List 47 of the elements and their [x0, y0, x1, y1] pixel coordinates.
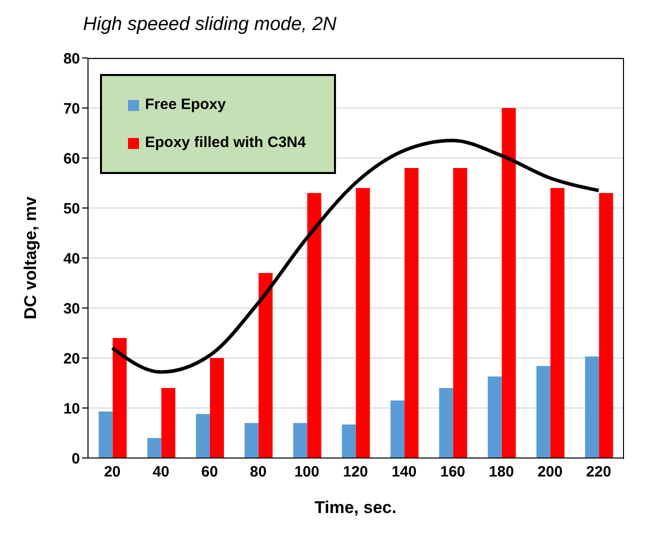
x-tick-label: 200 [538, 464, 563, 481]
x-tick-label: 160 [440, 464, 466, 481]
x-tick-label: 180 [488, 464, 514, 481]
y-tick-label: 20 [63, 350, 80, 368]
bar [112, 338, 127, 458]
y-tick-label: 30 [63, 300, 80, 318]
bar [196, 414, 210, 458]
y-tick-label: 0 [72, 450, 80, 468]
x-tick-label: 140 [392, 464, 417, 481]
chart-title: High speeed sliding mode, 2N [83, 14, 336, 36]
x-tick-label: 60 [201, 464, 218, 481]
bar [161, 388, 176, 458]
x-tick-label: 220 [586, 464, 612, 481]
y-tick-label: 60 [63, 150, 80, 168]
x-tick-label: 80 [250, 464, 267, 481]
bar [550, 188, 564, 458]
bar [404, 168, 419, 458]
bar [244, 423, 259, 458]
bar [307, 193, 322, 458]
bar [98, 412, 113, 458]
bar [585, 356, 600, 458]
x-tick-label: 40 [152, 464, 170, 481]
legend-label: Epoxy filled with C3N4 [145, 133, 306, 153]
bar [293, 423, 308, 458]
y-tick-label: 80 [63, 50, 80, 68]
x-axis-title: Time, sec. [314, 498, 396, 517]
y-tick-label: 40 [63, 250, 80, 268]
legend-label: Free Epoxy [145, 95, 226, 115]
bar [439, 388, 454, 458]
bar [147, 438, 162, 458]
y-tick-label: 50 [63, 200, 80, 218]
y-tick-label: 70 [63, 100, 80, 118]
bar [488, 376, 502, 458]
bar [210, 358, 224, 458]
bar [258, 273, 273, 458]
bar [453, 168, 468, 458]
x-tick-label: 120 [342, 464, 368, 481]
y-axis-title: DC voltage, mv [21, 196, 40, 320]
bar [356, 188, 370, 458]
bar [390, 400, 405, 458]
bar [502, 108, 516, 458]
x-tick-label: 20 [104, 464, 121, 481]
x-tick-label: 100 [294, 464, 320, 481]
bar [599, 193, 614, 458]
bar [342, 424, 356, 458]
y-tick-label: 10 [63, 400, 80, 418]
bar [536, 366, 550, 458]
